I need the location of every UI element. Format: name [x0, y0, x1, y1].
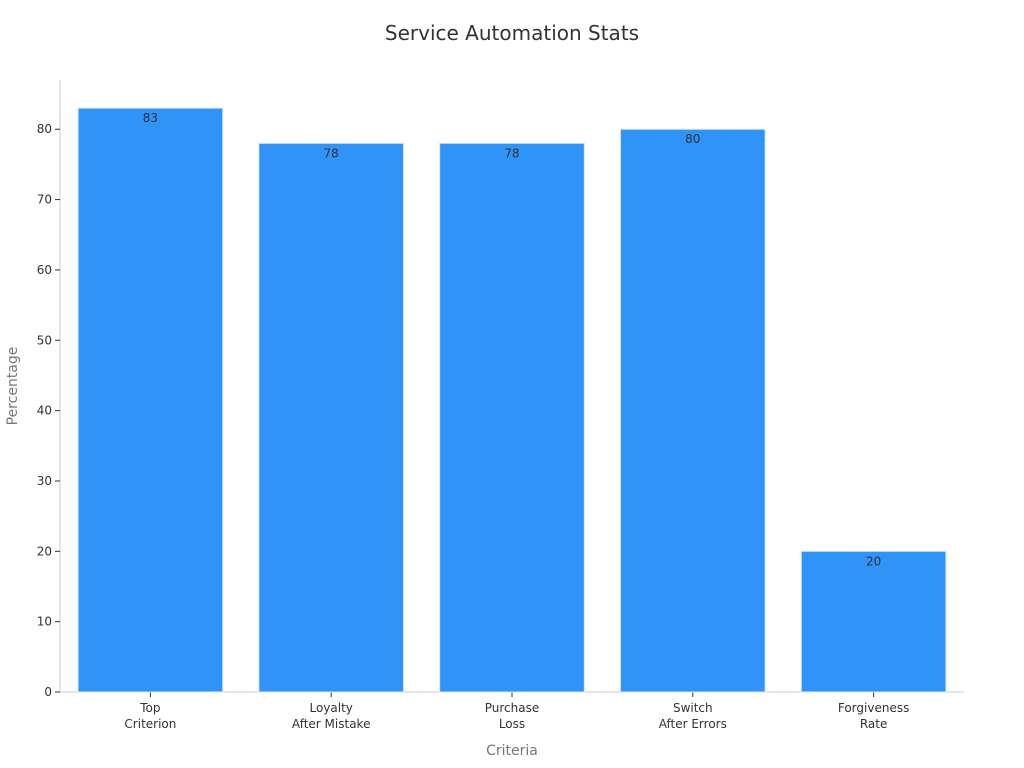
y-tick-label: 50	[37, 333, 52, 347]
x-tick-label: Loyalty	[309, 701, 352, 715]
x-axis: Top Criterion Loyalty After Mistake Purchase…	[60, 691, 964, 731]
x-tick-label: Purchase	[485, 701, 540, 715]
x-tick-label: After Errors	[659, 717, 727, 731]
x-tick-label: Forgiveness	[838, 701, 909, 715]
bar-value-label: 20	[866, 554, 881, 568]
x-tick-label: Top	[139, 701, 160, 715]
y-tick-label: 30	[37, 474, 52, 488]
y-tick-label: 80	[37, 122, 52, 136]
x-axis-label: Criteria	[486, 743, 538, 759]
bar-value-label: 78	[324, 146, 339, 160]
y-axis: 0 10 20 30 40 50 60 70 80	[37, 80, 61, 699]
y-tick-label: 0	[44, 685, 52, 699]
bar	[619, 128, 766, 693]
y-tick-label: 60	[37, 263, 52, 277]
bars	[77, 107, 947, 693]
y-tick-label: 10	[37, 615, 52, 629]
bar-value-label: 83	[143, 111, 158, 125]
y-tick-label: 20	[37, 544, 52, 558]
bar	[258, 142, 405, 693]
bar-value-label: 78	[504, 146, 519, 160]
bar	[77, 107, 224, 693]
x-tick-label: Loss	[499, 717, 525, 731]
x-tick-label: Switch	[673, 701, 713, 715]
x-tick-label: Rate	[860, 717, 888, 731]
y-tick-label: 70	[37, 193, 52, 207]
bar	[439, 142, 585, 693]
y-tick-label: 40	[37, 404, 52, 418]
data-labels: 83 78 78 80 20	[143, 111, 881, 568]
y-axis-label: Percentage	[5, 347, 21, 426]
bar	[800, 550, 947, 693]
x-tick-label: Criterion	[124, 717, 176, 731]
bar-value-label: 80	[685, 132, 700, 146]
x-tick-label: After Mistake	[292, 717, 371, 731]
chart-title: Service Automation Stats	[385, 21, 639, 45]
